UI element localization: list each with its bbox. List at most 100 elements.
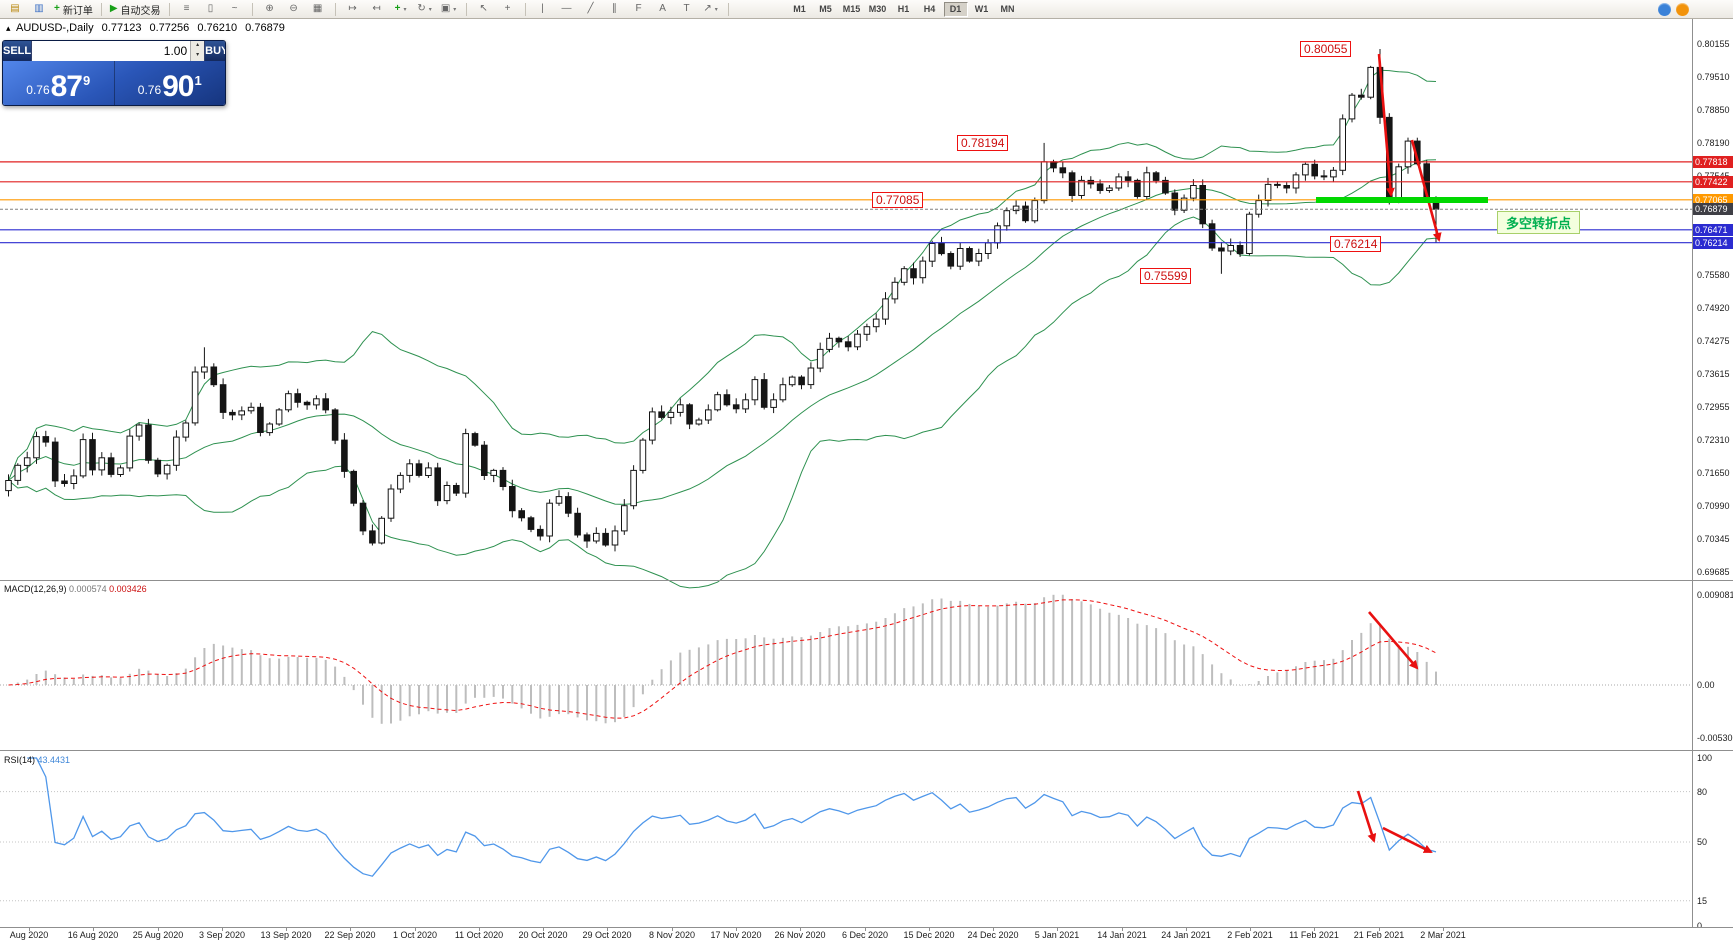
chart-shift-icon[interactable]: ↤ — [372, 3, 381, 14]
bid-prefix: 0.76 — [26, 83, 50, 97]
one-click-toggle-icon[interactable]: ▴ — [6, 23, 11, 33]
turning-point-note[interactable]: 多空转折点 — [1497, 211, 1581, 234]
auto-scroll-icon[interactable]: ↦ — [348, 3, 357, 14]
rsi-name: RSI(14) — [4, 755, 36, 765]
price-axis-label: 0.80155 — [1697, 39, 1730, 49]
community-icon[interactable] — [1658, 2, 1671, 16]
bid-big-digits: 87 — [50, 70, 83, 103]
crosshair-icon[interactable]: + — [504, 3, 511, 14]
timeframe-h4[interactable]: H4 — [923, 4, 936, 14]
date-label: 2 Feb 2021 — [1227, 930, 1273, 940]
timeframe-h1[interactable]: H1 — [897, 4, 910, 14]
rsi-axis-label: 0 — [1697, 921, 1703, 931]
ask-big-digits: 90 — [162, 70, 194, 103]
zoom-in-icon[interactable]: ⊕ — [265, 3, 274, 14]
volume-down-button[interactable]: ▾ — [191, 51, 205, 61]
template-icon[interactable]: ▣ ▾ — [440, 3, 457, 14]
date-tick — [993, 928, 994, 931]
channel-icon[interactable]: ∥ — [612, 3, 618, 14]
bid-pipette: 9 — [83, 73, 91, 88]
one-click-trading-panel: SELL ▴ ▾ BUY 0.76 87 9 0.76 90 1 — [2, 40, 226, 106]
chart-profiles-icon[interactable]: ▥ — [34, 3, 44, 14]
main-toolbar: ▤ ▥ + 新订单 ▶ 自动交易 ≡ ▯ ~ ⊕ ⊖ ▦ ↦ ↤ + ▾ ↻ ▾ ▣ ▾ ↖ + | — ╱ ∥ F A T ↗ ▾ M1 M… — [0, 0, 1733, 19]
cursor-icon[interactable]: ↖ — [479, 3, 488, 14]
autotrading-button[interactable]: ▶ 自动交易 — [109, 3, 161, 17]
new-order-button[interactable]: + 新订单 — [54, 3, 93, 17]
macd-axis-label: 0.00 — [1697, 680, 1715, 690]
arrow-objects-icon[interactable]: ↗ ▾ — [703, 3, 718, 14]
vertical-line-icon[interactable]: | — [541, 3, 544, 14]
date-label: 20 Oct 2020 — [518, 930, 568, 940]
symbol-period-label: AUDUSD-,Daily — [15, 22, 94, 34]
date-label: 1 Oct 2020 — [392, 930, 438, 940]
refresh-icon[interactable]: ↻ ▾ — [417, 3, 432, 14]
date-label: 22 Sep 2020 — [324, 930, 376, 940]
horizontal-line-icon[interactable]: — — [561, 3, 572, 14]
price-callout[interactable]: 0.77085 — [872, 192, 924, 208]
date-label: 5 Jan 2021 — [1034, 930, 1080, 940]
timeframe-m5[interactable]: M5 — [819, 4, 832, 14]
date-tick — [1443, 928, 1444, 931]
price-callout[interactable]: 0.76214 — [1330, 236, 1382, 252]
new-chart-icon[interactable]: ▤ — [10, 3, 20, 14]
line-chart-icon[interactable]: ~ — [231, 3, 238, 14]
timeframe-m1[interactable]: M1 — [793, 4, 806, 14]
low-value: 0.76210 — [197, 22, 238, 34]
price-callout[interactable]: 0.75599 — [1140, 268, 1192, 284]
tile-windows-icon[interactable]: ▦ — [312, 3, 323, 14]
rsi-axis-label: 80 — [1697, 787, 1708, 797]
price-tag: 0.77818 — [1693, 156, 1733, 168]
ask-pipette: 1 — [194, 73, 202, 88]
date-tick — [222, 928, 223, 931]
price-callout[interactable]: 0.78194 — [957, 135, 1009, 151]
toolbar-separator — [334, 2, 336, 16]
panel-separator[interactable] — [0, 750, 1733, 751]
news-badge-icon[interactable] — [1676, 2, 1689, 16]
add-indicator-button[interactable]: + ▾ — [390, 1, 412, 17]
timeframe-m15[interactable]: M15 — [842, 4, 861, 14]
date-axis[interactable]: Aug 2020 16 Aug 2020 25 Aug 2020 3 Sep 2020… — [0, 927, 1733, 940]
ask-prefix: 0.76 — [137, 83, 162, 97]
date-tick — [543, 928, 544, 931]
bar-chart-icon[interactable]: ≡ — [183, 3, 190, 14]
toolbar-separator — [100, 2, 102, 16]
fibonacci-icon[interactable]: F — [635, 3, 642, 14]
price-axis-label: 0.78850 — [1697, 105, 1730, 115]
timeframe-mn[interactable]: MN — [1000, 4, 1015, 14]
support-highlight-bar[interactable] — [1316, 197, 1488, 203]
price-callout[interactable]: 0.80055 — [1300, 41, 1352, 57]
candlestick-chart-icon[interactable]: ▯ — [207, 3, 214, 14]
price-axis-label: 0.72310 — [1697, 435, 1730, 445]
date-label: 6 Dec 2020 — [841, 930, 889, 940]
date-tick — [672, 928, 673, 931]
timeframe-m30[interactable]: M30 — [868, 4, 887, 14]
date-tick — [479, 928, 480, 931]
date-tick — [736, 928, 737, 931]
price-axis-label: 0.73615 — [1697, 369, 1730, 379]
text-icon[interactable]: A — [659, 3, 666, 14]
ask-price-button[interactable]: 0.76 90 1 — [115, 61, 226, 105]
date-label: 13 Sep 2020 — [260, 930, 312, 940]
volume-input[interactable] — [32, 41, 191, 61]
volume-up-button[interactable]: ▴ — [191, 41, 205, 51]
text-label-icon[interactable]: T — [683, 3, 690, 14]
toolbar-separator — [524, 2, 526, 16]
timeframe-w1[interactable]: W1 — [974, 4, 989, 14]
price-divider — [113, 61, 115, 105]
timeframe-d1[interactable]: D1 — [943, 1, 968, 17]
panel-separator[interactable] — [0, 580, 1733, 581]
dropdown-arrow-icon: ▾ — [453, 6, 457, 13]
date-label: 24 Jan 2021 — [1161, 930, 1211, 940]
trend-arrows[interactable] — [1356, 53, 1442, 854]
price-axis-label: 0.70345 — [1697, 534, 1730, 544]
buy-button[interactable]: BUY — [205, 41, 225, 61]
rsi-axis-label: 15 — [1697, 896, 1708, 906]
sell-button[interactable]: SELL — [3, 41, 32, 61]
trendline-icon[interactable]: ╱ — [587, 3, 594, 14]
zoom-out-icon[interactable]: ⊖ — [289, 3, 298, 14]
date-tick — [800, 928, 801, 931]
plus-icon: + — [394, 3, 401, 14]
high-value: 0.77256 — [149, 22, 190, 34]
bid-price-button[interactable]: 0.76 87 9 — [3, 61, 114, 105]
